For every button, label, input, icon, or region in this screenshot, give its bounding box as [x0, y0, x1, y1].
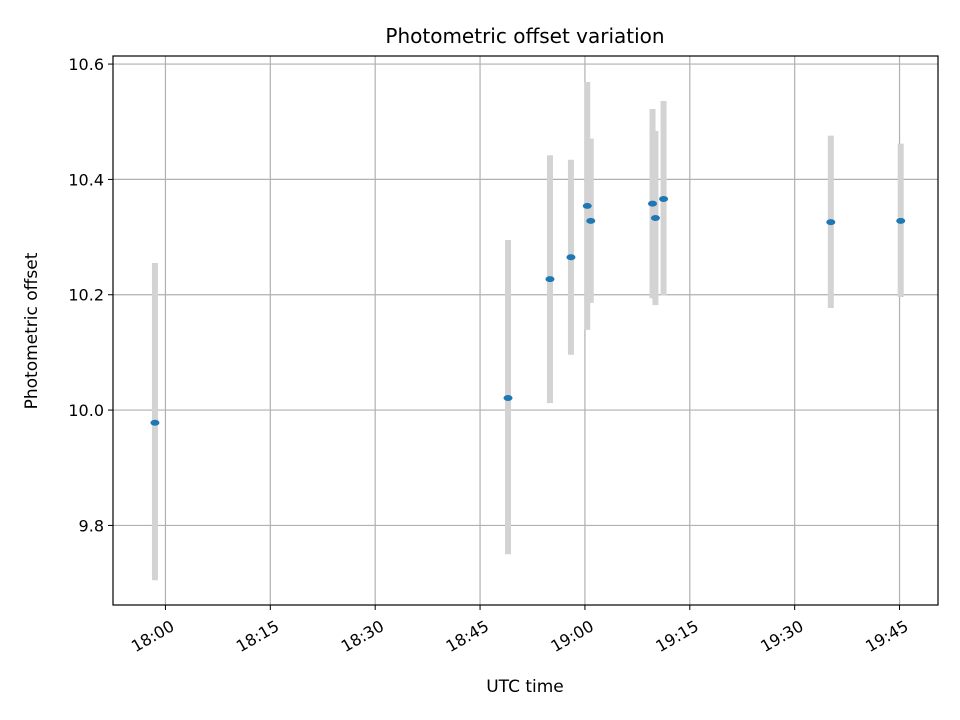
data-point — [582, 202, 592, 209]
data-points — [150, 196, 906, 426]
y-tick-label: 10.2 — [68, 286, 104, 305]
data-point — [566, 254, 576, 261]
data-point — [150, 419, 160, 426]
x-axis-label: UTC time — [486, 677, 564, 697]
data-point — [896, 217, 906, 224]
y-axis: 9.8 10.0 10.2 10.4 10.6 — [68, 55, 113, 535]
data-point — [648, 200, 658, 207]
plot-frame — [112, 55, 939, 606]
data-point — [650, 215, 660, 222]
chart-title: Photometric offset variation — [385, 24, 664, 48]
y-axis-label: Photometric offset — [22, 252, 42, 409]
data-point — [586, 217, 596, 224]
y-tick-label: 10.6 — [68, 55, 104, 74]
data-point — [826, 219, 836, 226]
data-point — [659, 196, 669, 203]
y-tick-label: 10.4 — [68, 170, 104, 189]
data-point — [503, 394, 513, 401]
y-tick-label: 9.8 — [79, 516, 104, 535]
data-point — [545, 276, 555, 283]
y-tick-label: 10.0 — [68, 401, 104, 420]
